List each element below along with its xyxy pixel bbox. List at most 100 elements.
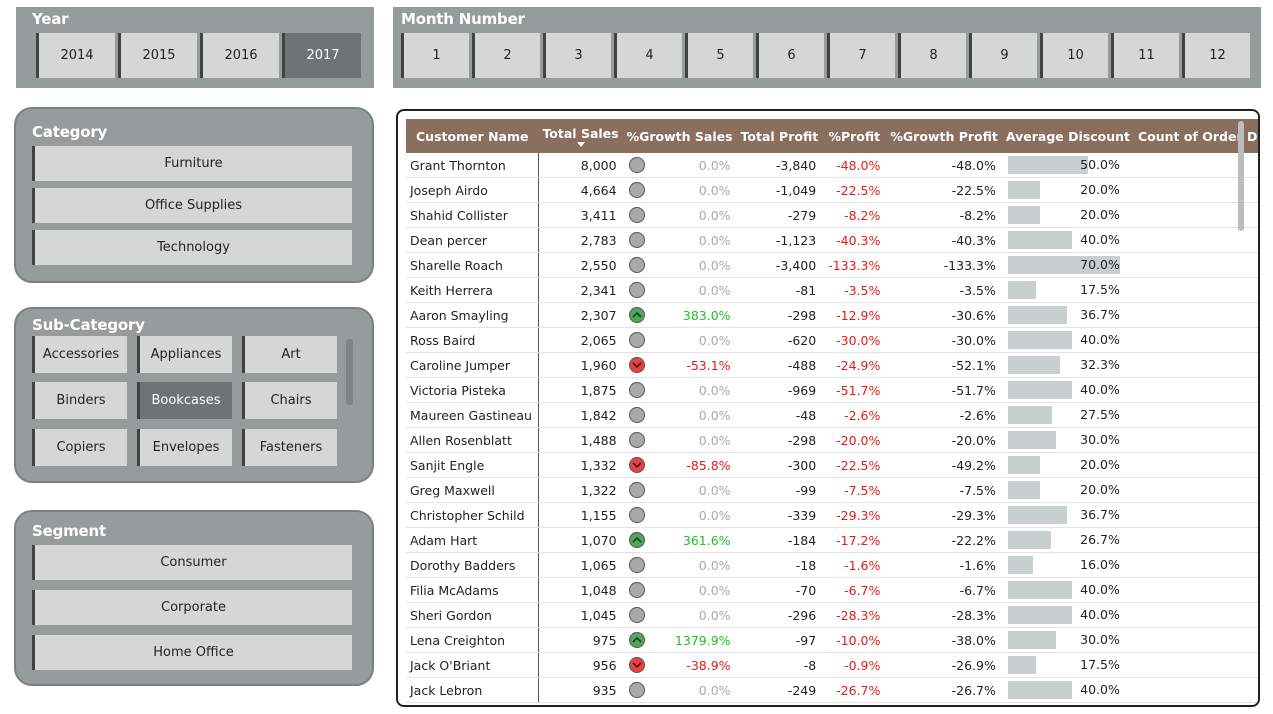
table-row[interactable]: Sharelle Roach 2,550 0.0% -3,400 -133.3% -133… <box>406 252 1258 278</box>
column-header--growth-sales[interactable]: %Growth Sales <box>622 119 737 153</box>
growth-profit-cell: -29.3% <box>886 502 1002 528</box>
table-row[interactable]: Lena Creighton 975 1379.9% -97 -10.0% -38.0% 3… <box>406 627 1258 653</box>
month-button-6[interactable]: 6 <box>756 33 824 78</box>
table-row[interactable]: Dorothy Badders 1,065 0.0% -18 -1.6% -1.6% 16.… <box>406 552 1258 578</box>
growth-sales-cell: 0.0% <box>622 552 737 578</box>
table-row[interactable]: Caroline Jumper 1,960 -53.1% -488 -24.9% -52.… <box>406 352 1258 378</box>
month-button-11[interactable]: 11 <box>1111 33 1179 78</box>
customer-table-visual: Customer Name Total Sales %Growth Sales Tot… <box>396 109 1260 707</box>
subcategory-button-binders[interactable]: Binders <box>32 382 127 419</box>
discount-value: 40.0% <box>1080 607 1120 622</box>
year-button-2017[interactable]: 2017 <box>282 33 361 78</box>
month-button-12[interactable]: 12 <box>1182 33 1250 78</box>
growth-profit-cell: -38.0% <box>886 627 1002 653</box>
category-button-furniture[interactable]: Furniture <box>32 146 352 181</box>
table-row[interactable]: Sheri Gordon 1,045 0.0% -296 -28.3% -28.3% 40.… <box>406 602 1258 628</box>
table-row[interactable]: Joseph Airdo 4,664 0.0% -1,049 -22.5% -22.5% 2… <box>406 177 1258 203</box>
neutral-circle-icon <box>628 157 645 173</box>
growth-sales-cell: -53.1% <box>622 352 737 378</box>
month-button-10[interactable]: 10 <box>1040 33 1108 78</box>
month-button-7[interactable]: 7 <box>827 33 895 78</box>
table-row[interactable]: Shahid Collister 3,411 0.0% -279 -8.2% -8.2% 2… <box>406 202 1258 228</box>
total-profit-cell: -184 <box>736 527 823 553</box>
discount-bar: 20.0% <box>1007 181 1120 199</box>
table-row[interactable]: Sanjit Engle 1,332 -85.8% -300 -22.5% -49.2% 2… <box>406 452 1258 478</box>
growth-sales-cell: 383.0% <box>622 302 737 328</box>
table-row[interactable]: Filia McAdams 1,048 0.0% -70 -6.7% -6.7% 40.0%… <box>406 577 1258 603</box>
column-header-label: %Growth Profit <box>890 128 998 144</box>
category-button-office-supplies[interactable]: Office Supplies <box>32 188 352 223</box>
growth-sales-cell: 0.0% <box>622 577 737 603</box>
column-header-total-sales[interactable]: Total Sales <box>538 119 623 153</box>
subcategory-button-chairs[interactable]: Chairs <box>242 382 337 419</box>
table-row[interactable]: Christopher Schild 1,155 0.0% -339 -29.3% -29… <box>406 502 1258 528</box>
table-row[interactable]: Dean percer 2,783 0.0% -1,123 -40.3% -40.3% 40… <box>406 227 1258 253</box>
month-button-3[interactable]: 3 <box>543 33 611 78</box>
column-header-label: Total Profit <box>740 128 819 144</box>
discount-bar: 27.5% <box>1007 406 1120 424</box>
average-discount-cell: 36.7% <box>1001 502 1134 528</box>
discount-value: 40.0% <box>1080 332 1120 347</box>
table-row[interactable]: Maureen Gastineau 1,842 0.0% -48 -2.6% -2.6% 2… <box>406 402 1258 428</box>
subcategory-button-envelopes[interactable]: Envelopes <box>137 429 232 466</box>
order-count-cell: 1 <box>1133 177 1258 203</box>
subcategory-button-fasteners[interactable]: Fasteners <box>242 429 337 466</box>
column-header-average-discount[interactable]: Average Discount <box>1001 119 1134 153</box>
segment-button-corporate[interactable]: Corporate <box>32 590 352 625</box>
subcategory-button-art[interactable]: Art <box>242 336 337 373</box>
month-button-2[interactable]: 2 <box>472 33 540 78</box>
growth-sales-content: 0.0% <box>628 332 731 348</box>
average-discount-cell: 40.0% <box>1001 227 1134 253</box>
year-button-2014[interactable]: 2014 <box>36 33 115 78</box>
discount-value: 26.7% <box>1080 532 1120 547</box>
month-button-4[interactable]: 4 <box>614 33 682 78</box>
average-discount-cell: 40.0% <box>1001 677 1134 703</box>
column-header-count-of-order-date[interactable]: Count of Order Date <box>1133 119 1258 153</box>
growth-sales-content: -53.1% <box>628 357 731 373</box>
column-header-customer-name[interactable]: Customer Name <box>406 119 539 153</box>
month-button-1[interactable]: 1 <box>401 33 469 78</box>
average-discount-cell: 26.7% <box>1001 527 1134 553</box>
subcategory-button-appliances[interactable]: Appliances <box>137 336 232 373</box>
table-row[interactable]: Grant Thornton 8,000 0.0% -3,840 -48.0% -48.0… <box>406 153 1258 178</box>
table-row[interactable]: Ross Baird 2,065 0.0% -620 -30.0% -30.0% 40.0%… <box>406 327 1258 353</box>
column-header--profit[interactable]: %Profit <box>822 119 887 153</box>
segment-button-consumer[interactable]: Consumer <box>32 545 352 580</box>
total-sales-cell: 4,664 <box>538 177 623 203</box>
subcategory-button-accessories[interactable]: Accessories <box>32 336 127 373</box>
table-scrollbar[interactable] <box>1238 121 1244 231</box>
month-button-5[interactable]: 5 <box>685 33 753 78</box>
table-row[interactable]: Adam Hart 1,070 361.6% -184 -17.2% -22.2% 26.7… <box>406 527 1258 553</box>
customer-name-cell: Maureen Gastineau <box>406 402 539 428</box>
growth-sales-cell: 0.0% <box>622 202 737 228</box>
total-profit-cell: -1,049 <box>736 177 823 203</box>
total-profit-cell: -488 <box>736 352 823 378</box>
segment-button-home-office[interactable]: Home Office <box>32 635 352 670</box>
discount-bar: 16.0% <box>1007 556 1120 574</box>
subcategory-scrollbar[interactable] <box>346 339 353 405</box>
total-profit-cell: -8 <box>736 652 823 678</box>
table-row[interactable]: Victoria Pisteka 1,875 0.0% -969 -51.7% -51.7… <box>406 377 1258 403</box>
table-row[interactable]: Keith Herrera 2,341 0.0% -81 -3.5% -3.5% 17.5%… <box>406 277 1258 303</box>
total-sales-cell: 2,307 <box>538 302 623 328</box>
month-button-8[interactable]: 8 <box>898 33 966 78</box>
year-button-2015[interactable]: 2015 <box>118 33 197 78</box>
year-button-2016[interactable]: 2016 <box>200 33 279 78</box>
total-sales-cell: 1,842 <box>538 402 623 428</box>
category-button-technology[interactable]: Technology <box>32 230 352 265</box>
customer-name-cell: Joseph Airdo <box>406 177 539 203</box>
column-header--growth-profit[interactable]: %Growth Profit <box>886 119 1002 153</box>
table-row[interactable]: Aaron Smayling 2,307 383.0% -298 -12.9% -30.6… <box>406 302 1258 328</box>
month-button-9[interactable]: 9 <box>969 33 1037 78</box>
average-discount-cell: 17.5% <box>1001 277 1134 303</box>
subcategory-button-copiers[interactable]: Copiers <box>32 429 127 466</box>
table-row[interactable]: Jack O'Briant 956 -38.9% -8 -0.9% -26.9% 17.5%… <box>406 652 1258 678</box>
growth-sales-value: 0.0% <box>698 557 731 573</box>
order-count-cell: 1 <box>1133 677 1258 703</box>
subcategory-button-bookcases[interactable]: Bookcases <box>137 382 232 419</box>
column-header-total-profit[interactable]: Total Profit <box>736 119 823 153</box>
table-row[interactable]: Allen Rosenblatt 1,488 0.0% -298 -20.0% -20.0… <box>406 427 1258 453</box>
customer-name-cell: Keith Herrera <box>406 277 539 303</box>
